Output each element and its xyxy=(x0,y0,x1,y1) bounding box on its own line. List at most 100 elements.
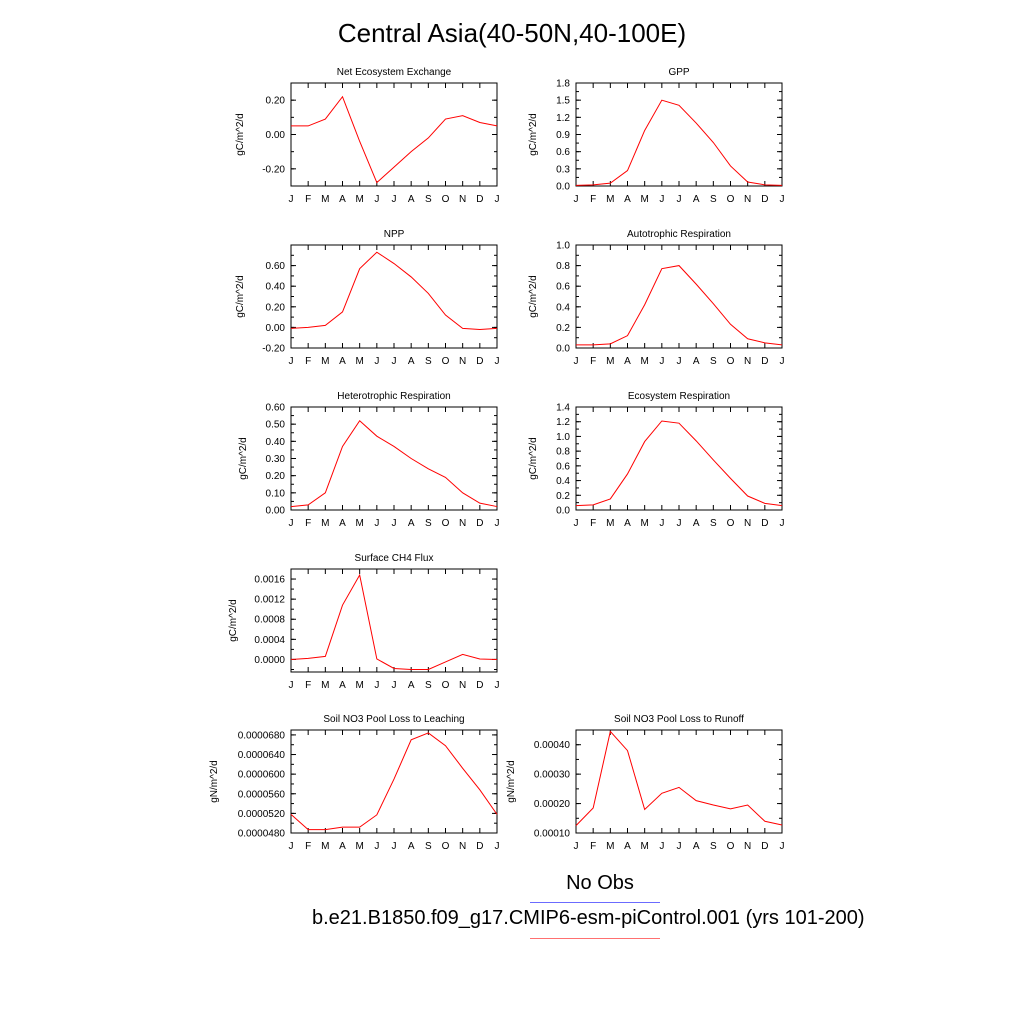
model-series-line xyxy=(576,265,783,346)
x-tick-label: J xyxy=(374,680,379,691)
y-tick-label: 1.2 xyxy=(556,113,570,124)
y-axis-label: gC/m^2/d xyxy=(235,275,246,318)
plot-frame xyxy=(290,729,498,834)
y-tick-label: 0.00 xyxy=(266,506,286,517)
panel-title: Heterotrophic Respiration xyxy=(337,391,450,402)
legend-obs-label: No Obs xyxy=(566,872,634,894)
x-tick-label: O xyxy=(727,356,735,367)
x-tick-label: J xyxy=(495,356,500,367)
y-tick-label: 0.4 xyxy=(556,476,570,487)
y-tick-label: 0.0008 xyxy=(254,615,285,626)
panel-title: Net Ecosystem Exchange xyxy=(337,67,452,78)
x-tick-label: J xyxy=(659,518,664,529)
x-tick-label: J xyxy=(392,680,397,691)
x-tick-label: D xyxy=(761,194,768,205)
y-tick-label: -0.20 xyxy=(262,344,285,355)
model-series-line xyxy=(290,573,498,670)
x-tick-label: J xyxy=(574,841,579,852)
x-tick-label: F xyxy=(305,518,311,529)
x-tick-label: M xyxy=(321,518,329,529)
x-tick-label: J xyxy=(495,194,500,205)
x-tick-label: F xyxy=(305,680,311,691)
plot-frame xyxy=(575,82,783,187)
x-tick-label: J xyxy=(495,680,500,691)
x-tick-label: A xyxy=(624,518,631,529)
y-tick-label: 0.0000480 xyxy=(238,829,286,840)
x-tick-label: J xyxy=(659,841,664,852)
x-tick-label: N xyxy=(459,680,466,691)
y-tick-label: 0.00010 xyxy=(534,829,571,840)
x-tick-label: J xyxy=(374,841,379,852)
y-tick-label: 0.00040 xyxy=(534,740,571,751)
model-series-line xyxy=(575,99,783,186)
x-tick-label: J xyxy=(574,194,579,205)
y-axis-label: gC/m^2/d xyxy=(528,437,539,480)
x-tick-label: F xyxy=(590,841,596,852)
x-tick-label: M xyxy=(321,356,329,367)
y-tick-label: 0.0000680 xyxy=(238,730,286,741)
x-tick-label: O xyxy=(727,841,735,852)
model-series-line xyxy=(290,419,498,508)
y-tick-label: 0.8 xyxy=(556,447,570,458)
x-tick-label: S xyxy=(425,680,432,691)
x-tick-label: A xyxy=(408,356,415,367)
x-tick-label: A xyxy=(408,680,415,691)
x-tick-label: M xyxy=(640,841,648,852)
plot-frame xyxy=(575,406,783,511)
x-tick-label: N xyxy=(744,356,751,367)
legend-case-line xyxy=(530,938,660,939)
y-tick-label: 0.3 xyxy=(556,164,570,175)
x-tick-label: J xyxy=(392,518,397,529)
plot-frame xyxy=(575,244,783,349)
x-tick-label: D xyxy=(761,518,768,529)
y-tick-label: 0.0012 xyxy=(254,595,285,606)
panel-title: GPP xyxy=(668,67,689,78)
x-tick-label: O xyxy=(442,356,450,367)
x-tick-label: M xyxy=(355,680,363,691)
x-tick-label: A xyxy=(624,841,631,852)
model-series-line xyxy=(290,251,498,330)
x-tick-label: A xyxy=(339,680,346,691)
y-tick-label: 0.0 xyxy=(556,182,570,193)
x-tick-label: J xyxy=(780,194,785,205)
x-tick-label: J xyxy=(374,518,379,529)
x-tick-label: N xyxy=(459,518,466,529)
x-tick-label: N xyxy=(459,356,466,367)
x-tick-label: A xyxy=(339,518,346,529)
x-tick-label: J xyxy=(677,518,682,529)
x-tick-label: D xyxy=(476,518,483,529)
x-tick-label: J xyxy=(289,356,294,367)
x-tick-label: M xyxy=(321,841,329,852)
y-axis-label: gC/m^2/d xyxy=(228,599,239,642)
y-tick-label: 0.4 xyxy=(556,302,570,313)
plot-frame xyxy=(290,82,498,187)
y-tick-label: 0.0000520 xyxy=(238,809,286,820)
y-tick-label: 0.60 xyxy=(266,261,286,272)
x-tick-label: O xyxy=(442,680,450,691)
x-tick-label: J xyxy=(495,518,500,529)
y-tick-label: 0.20 xyxy=(266,471,286,482)
x-tick-label: J xyxy=(780,841,785,852)
x-tick-label: F xyxy=(590,518,596,529)
y-tick-label: 1.5 xyxy=(556,96,570,107)
x-tick-label: A xyxy=(693,194,700,205)
y-tick-label: 0.00020 xyxy=(534,799,571,810)
plot-frame xyxy=(290,244,498,349)
y-tick-label: 0.00 xyxy=(266,130,286,141)
x-tick-label: D xyxy=(476,680,483,691)
y-axis-label: gN/m^2/d xyxy=(209,760,220,803)
x-tick-label: D xyxy=(761,841,768,852)
y-tick-label: 0.50 xyxy=(266,420,286,431)
x-tick-label: S xyxy=(710,356,717,367)
x-tick-label: M xyxy=(606,194,614,205)
y-tick-label: 0.00030 xyxy=(534,770,571,781)
panel-title: Ecosystem Respiration xyxy=(628,391,730,402)
y-tick-label: 0.0 xyxy=(556,344,570,355)
x-tick-label: S xyxy=(425,194,432,205)
y-tick-label: 0.2 xyxy=(556,491,570,502)
x-tick-label: J xyxy=(289,194,294,205)
